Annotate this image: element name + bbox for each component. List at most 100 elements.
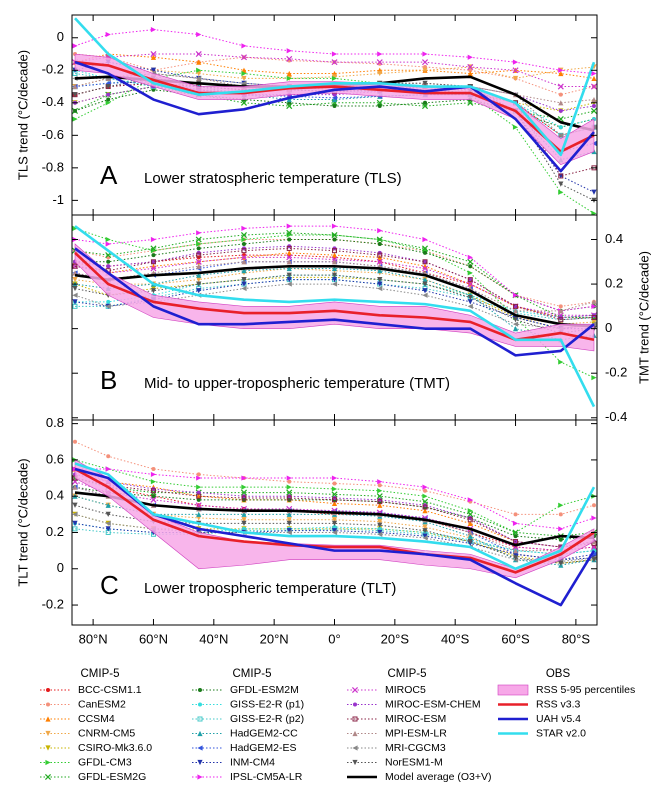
data-point bbox=[331, 259, 338, 265]
data-point bbox=[467, 538, 473, 545]
y-tick-label: -0.4 bbox=[42, 94, 64, 109]
data-point bbox=[422, 484, 428, 490]
data-point bbox=[558, 132, 564, 138]
panel bbox=[72, 17, 597, 215]
data-point bbox=[558, 304, 563, 309]
data-point bbox=[377, 529, 383, 536]
data-point bbox=[558, 173, 564, 179]
data-point bbox=[377, 483, 382, 488]
data-point bbox=[195, 51, 202, 58]
data-point bbox=[241, 520, 247, 527]
data-point bbox=[196, 511, 202, 517]
data-point bbox=[512, 124, 519, 130]
data-point bbox=[422, 281, 428, 287]
data-point bbox=[423, 250, 428, 255]
data-point bbox=[286, 55, 293, 62]
data-point bbox=[331, 500, 338, 507]
legend-title: CMIP-5 bbox=[388, 668, 427, 680]
panel bbox=[72, 439, 597, 607]
legend-label: Model average (O3+V) bbox=[385, 771, 492, 783]
legend-marker bbox=[351, 686, 359, 694]
data-point bbox=[377, 281, 383, 287]
data-point bbox=[286, 277, 292, 283]
data-point bbox=[72, 484, 78, 490]
data-point bbox=[591, 315, 597, 320]
data-point bbox=[557, 83, 564, 90]
legend-title: CMIP-5 bbox=[233, 668, 272, 680]
data-point bbox=[105, 31, 111, 38]
data-point bbox=[72, 520, 78, 527]
data-point bbox=[331, 277, 338, 283]
data-point bbox=[558, 181, 564, 187]
legend-marker bbox=[44, 773, 52, 781]
data-point bbox=[150, 471, 157, 478]
data-point bbox=[151, 494, 156, 499]
data-point bbox=[331, 517, 338, 523]
data-point bbox=[150, 54, 157, 60]
data-point bbox=[196, 75, 202, 82]
data-point bbox=[377, 70, 383, 77]
data-point bbox=[72, 43, 78, 49]
data-point bbox=[377, 51, 383, 57]
data-point bbox=[591, 303, 597, 309]
data-point bbox=[467, 270, 473, 276]
data-point bbox=[467, 294, 473, 301]
data-point bbox=[105, 100, 111, 106]
legend-marker bbox=[45, 716, 51, 722]
data-point bbox=[591, 503, 596, 508]
panel-frame bbox=[71, 419, 598, 626]
data-point bbox=[512, 529, 519, 536]
data-point bbox=[331, 528, 338, 534]
panel bbox=[72, 223, 597, 408]
data-point bbox=[467, 54, 473, 60]
data-point bbox=[512, 321, 519, 327]
data-point bbox=[196, 493, 202, 499]
legend-marker bbox=[45, 745, 51, 751]
data-point bbox=[195, 258, 202, 265]
data-point bbox=[196, 31, 202, 38]
data-point bbox=[105, 502, 111, 508]
data-point bbox=[286, 528, 292, 534]
y-tick-label: 0.2 bbox=[605, 276, 623, 291]
data-point bbox=[591, 375, 597, 381]
data-point bbox=[150, 67, 157, 73]
data-point bbox=[106, 299, 111, 304]
x-tick-label: 20°N bbox=[260, 631, 289, 646]
data-point bbox=[105, 526, 111, 532]
legend-label: CNRM-CM5 bbox=[78, 727, 135, 739]
data-point bbox=[241, 511, 247, 517]
data-point bbox=[241, 43, 247, 49]
obs-line bbox=[74, 491, 595, 547]
data-point bbox=[558, 308, 564, 314]
legend-marker bbox=[352, 745, 358, 751]
data-point bbox=[467, 533, 473, 539]
data-point bbox=[422, 533, 428, 539]
data-point bbox=[105, 236, 111, 243]
legend-label: GISS-E2-R (p1) bbox=[230, 698, 304, 710]
model-line bbox=[74, 477, 595, 548]
legend-label: MPI-ESM-LR bbox=[385, 727, 447, 739]
obs-line bbox=[74, 60, 595, 173]
x-tick-label: 40°S bbox=[441, 631, 470, 646]
data-point bbox=[376, 258, 383, 265]
data-point bbox=[331, 265, 338, 272]
data-point bbox=[512, 520, 519, 527]
y-tick-label: -0.2 bbox=[42, 596, 64, 611]
data-point bbox=[591, 299, 597, 305]
data-point bbox=[72, 116, 78, 122]
data-point bbox=[467, 99, 474, 106]
data-point bbox=[377, 241, 382, 246]
data-point bbox=[331, 223, 338, 229]
data-point bbox=[467, 508, 473, 514]
legend-marker bbox=[46, 688, 50, 692]
obs-line bbox=[74, 467, 595, 574]
data-point bbox=[286, 517, 292, 523]
legend-label: CanESM2 bbox=[78, 698, 126, 710]
data-point bbox=[512, 326, 519, 332]
data-point bbox=[377, 252, 383, 258]
data-point bbox=[241, 268, 247, 274]
data-point bbox=[558, 100, 564, 106]
data-point bbox=[105, 303, 111, 309]
data-point bbox=[421, 245, 429, 252]
